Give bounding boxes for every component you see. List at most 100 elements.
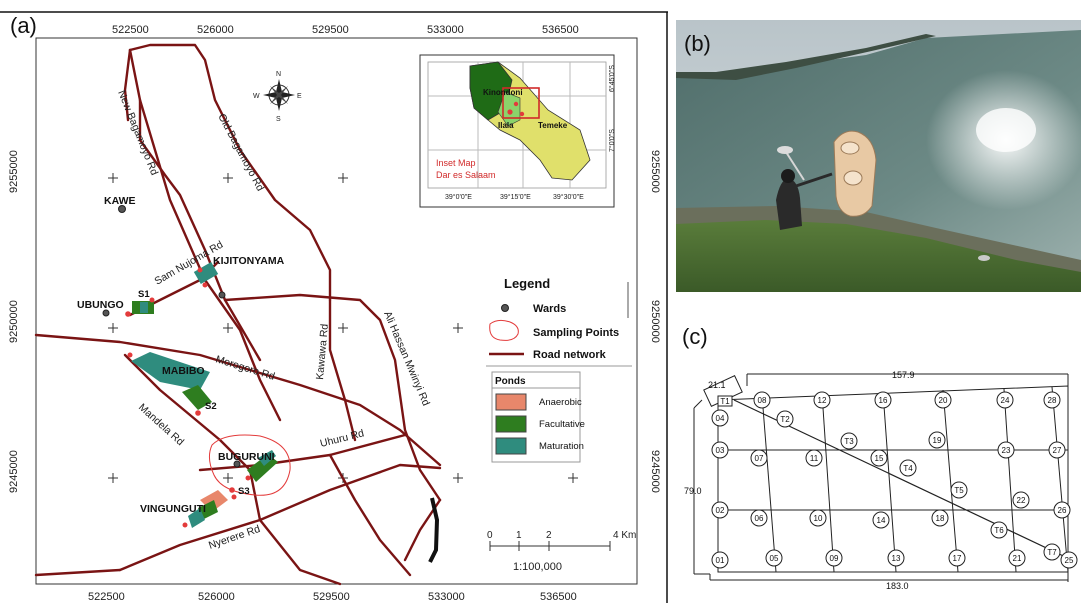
northing-tick: 9245000 [649,450,661,493]
northing-labels-right: 9255000 9250000 9245000 [649,150,661,493]
map-svg: 522500 526000 529500 533000 536500 52250… [0,11,1081,603]
scale-tick: 0 [487,530,493,541]
boat [833,130,877,217]
transect-point: T7 [1043,543,1061,561]
svg-text:14: 14 [877,516,886,525]
legend-wards: Wards [533,303,566,315]
transect-points: T1 T2 T3 T4 T5 T6 T7 [717,395,1061,561]
ward-label-buguruni: BUGURUNI [218,451,275,463]
grid-point: 23 [997,441,1015,459]
easting-labels-bottom: 522500 526000 529500 533000 536500 [88,591,577,603]
compass-e: E [297,93,302,100]
maturation-swatch [495,437,527,455]
grid-point: 07 [750,449,768,467]
easting-tick: 526000 [197,24,234,36]
road-old-bagamoyo [128,43,332,302]
scale-tick: 2 [546,530,552,541]
legend: Legend Wards Sampling Points Road networ… [486,276,632,463]
svg-text:17: 17 [953,554,962,563]
pond-maturation [258,450,276,466]
panel-label-c: (c) [682,324,708,349]
svg-text:T4: T4 [903,464,913,473]
northing-tick: 9245000 [8,450,20,493]
svg-text:01: 01 [716,556,725,565]
legend-sampling: Sampling Points [533,327,619,339]
svg-text:03: 03 [716,446,725,455]
svg-text:10: 10 [814,514,823,523]
grid-panel: 01 02 03 04 05 06 07 08 09 10 11 12 13 1… [676,300,1081,603]
inset-district: Kinondoni [483,88,523,97]
grid-vertical [761,386,1069,573]
legend-ponds-title: Ponds [495,376,526,387]
grid-point: 03 [711,441,729,459]
grid-point: 10 [809,509,827,527]
panel-label-a: (a) [10,13,37,38]
inset-map: Kinondoni Ilala Temeke Inset Map Dar es … [419,54,616,208]
grid-point: 26 [1053,501,1071,519]
grid-point: 05 [765,549,783,567]
compass-rose: N S E W [253,71,302,123]
grid-point: 15 [870,449,888,467]
pond-photo [676,20,1081,292]
svg-text:08: 08 [758,396,767,405]
ward-label-ubungo: UBUNGO [77,299,124,311]
grid-point: 01 [711,551,729,569]
site-label-s2: S2 [205,401,217,412]
svg-text:19: 19 [933,436,942,445]
road-kawawa [328,298,357,442]
pond-facultative [182,385,212,410]
svg-text:05: 05 [770,554,779,563]
coast-line [428,497,440,563]
inset-lon: 39°15'0"E [500,193,531,201]
easting-tick: 529500 [313,591,350,603]
easting-tick: 536500 [540,591,577,603]
svg-text:T6: T6 [994,526,1004,535]
grid-point: 20 [934,391,952,409]
northing-labels-left: 9255000 9250000 9245000 [8,150,20,493]
grid-point: 22 [1012,491,1030,509]
grid-point: 25 [1060,551,1078,569]
svg-text:02: 02 [716,506,725,515]
grid-points: 01 02 03 04 05 06 07 08 09 10 11 12 13 1… [711,391,1078,569]
svg-text:13: 13 [892,554,901,563]
anaerobic-swatch [495,393,527,411]
ward-markers [102,205,241,468]
pond-maturation [193,261,219,285]
svg-text:28: 28 [1048,396,1057,405]
road-morogoro [34,333,442,467]
svg-text:06: 06 [755,514,764,523]
legend-maturation: Maturation [539,441,584,452]
grid-point: 12 [813,391,831,409]
easting-tick: 522500 [88,591,125,603]
svg-text:T3: T3 [844,437,854,446]
grid-point: 13 [887,549,905,567]
legend-facultative: Facultative [539,419,585,430]
pond-facultative [247,454,278,482]
grid-point: 11 [805,449,823,467]
easting-labels-top: 522500 526000 529500 533000 536500 [112,24,579,36]
transect-point: T2 [776,410,794,428]
road-ali-hassan [223,293,442,502]
inset-lon: 39°0'0"E [445,193,472,201]
grid-point: 09 [825,549,843,567]
inset-district: Temeke [538,121,568,130]
scale-ratio: 1:100,000 [513,561,562,573]
scale-tick: 4 Km [613,530,636,541]
road-spur [123,48,132,122]
transect-point: T1 [717,395,733,407]
inset-lat: 6°45'0"S [608,65,616,92]
svg-text:26: 26 [1058,506,1067,515]
svg-text:20: 20 [939,396,948,405]
map-panel: 522500 526000 529500 533000 536500 52250… [0,11,1081,603]
svg-text:07: 07 [755,454,764,463]
grid-point: 24 [996,391,1014,409]
dim-bottom-label: 183.0 [886,581,909,591]
grid-point: 04 [711,409,729,427]
svg-text:04: 04 [716,414,725,423]
svg-text:25: 25 [1065,556,1074,565]
northing-tick: 9250000 [649,300,661,343]
dimension-labels: 157.9 21.1 79.0 183.0 [684,370,915,591]
easting-tick: 529500 [312,24,349,36]
ward-label-kijitonyama: KIJITONYAMA [213,255,285,267]
sampling-dots [125,267,251,528]
